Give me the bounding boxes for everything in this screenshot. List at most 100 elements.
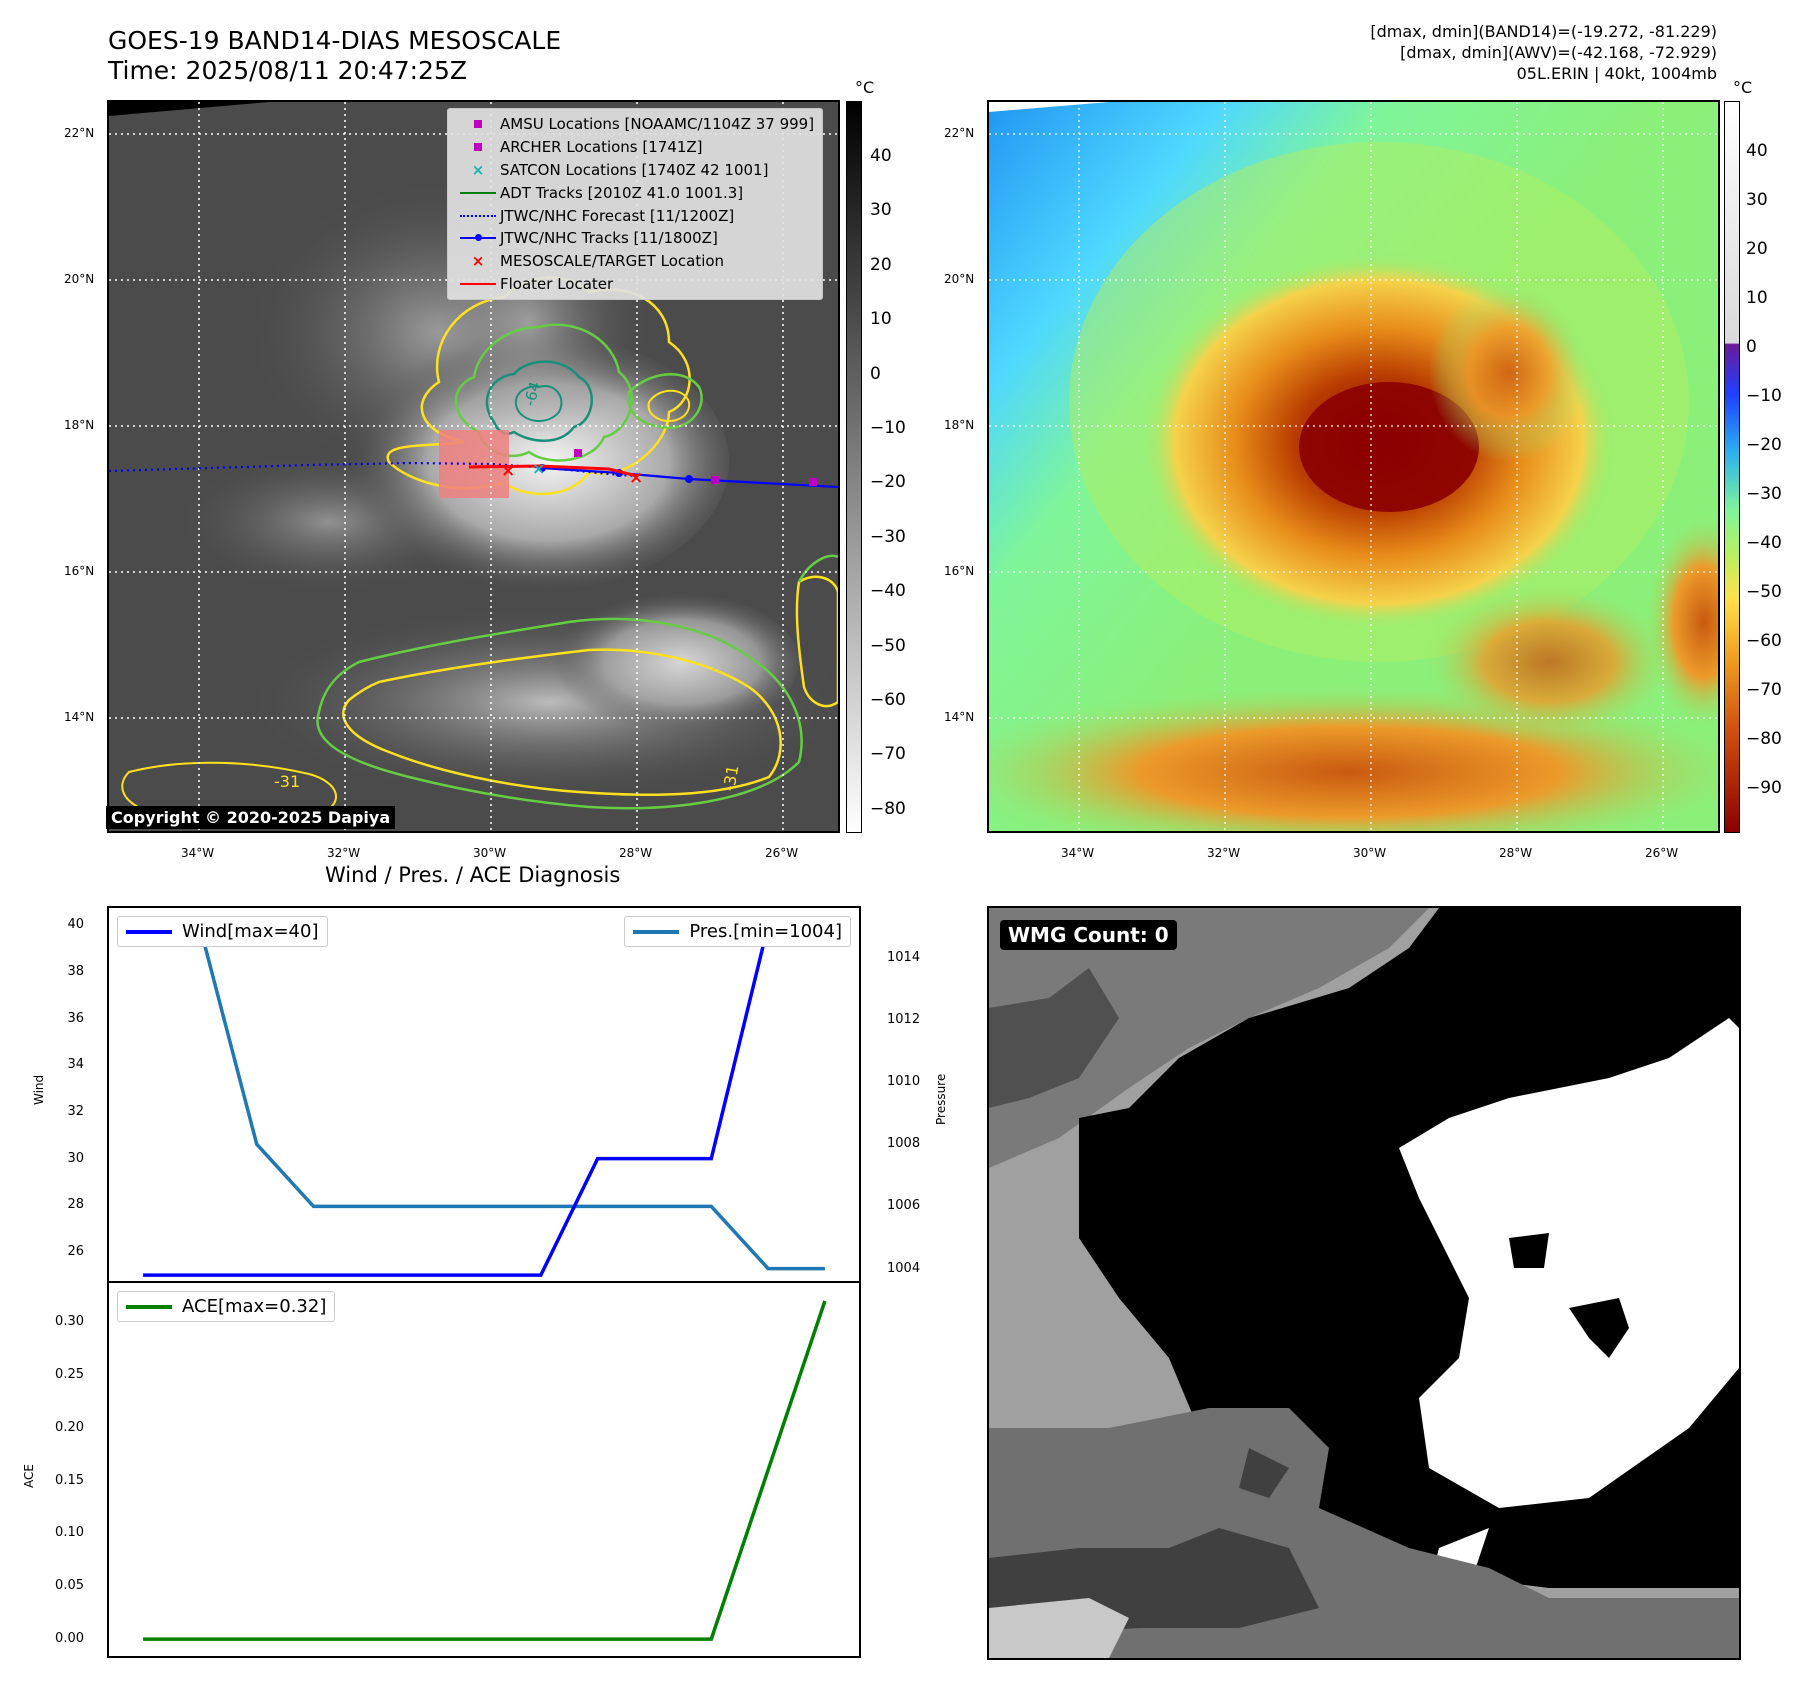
legend-floater: Floater Locater xyxy=(500,274,614,293)
tick-label: 20 xyxy=(1746,239,1768,259)
lat-label: 14°N xyxy=(64,710,95,724)
legend-archer: ARCHER Locations [1741Z] xyxy=(500,138,703,157)
axis-tick-label: 1014 xyxy=(887,949,921,965)
tick-label: −60 xyxy=(1746,631,1782,651)
contour-label: -31 xyxy=(274,772,300,791)
map-legend: AMSU Locations [NOAAMC/1104Z 37 999] ARC… xyxy=(447,108,824,301)
tick-label: −10 xyxy=(870,418,906,438)
tick-label: −40 xyxy=(1746,533,1782,553)
tick-label: −10 xyxy=(1746,386,1782,406)
contour-core xyxy=(514,385,563,422)
wind-legend: Wind[max=40] xyxy=(117,916,328,947)
best-track xyxy=(541,466,838,489)
axis-tick-label: 38 xyxy=(67,964,84,980)
axis-tick-label: 0.20 xyxy=(55,1419,84,1435)
axis-tick-label: 1012 xyxy=(887,1011,921,1027)
axis-tick-label: 0.30 xyxy=(55,1314,84,1330)
awv-gridlines xyxy=(989,102,1718,831)
tick-label: 10 xyxy=(870,309,892,330)
wind-pressure-panel: Wind[max=40] Pres.[min=1004] xyxy=(107,906,861,1283)
lon-label: 28°W xyxy=(1499,846,1533,860)
wind-axis-label: Wind xyxy=(32,1074,46,1105)
wind-line xyxy=(143,923,825,1277)
awv-map-svg xyxy=(989,102,1718,831)
archer-marker xyxy=(574,449,582,457)
tick-label: −50 xyxy=(1746,582,1782,602)
ace-panel: ACE[max=0.32] xyxy=(107,1281,861,1658)
tick-label: 30 xyxy=(870,200,892,221)
legend-target: MESOSCALE/TARGET Location xyxy=(500,252,725,271)
tick-label: −30 xyxy=(1746,484,1782,504)
pressure-legend-label: Pres.[min=1004] xyxy=(689,921,842,942)
stats-awv: [dmax, dmin](AWV)=(-42.168, -72.929) xyxy=(1400,43,1717,62)
lat-label: 16°N xyxy=(64,564,95,578)
axis-tick-label: 32 xyxy=(67,1103,84,1119)
contour-label-inner: -64 xyxy=(520,380,544,408)
amsu-marker xyxy=(711,476,719,484)
contour-outer xyxy=(386,276,691,496)
axis-tick-label: 26 xyxy=(67,1243,84,1259)
floater-track xyxy=(468,464,638,478)
wmg-svg xyxy=(989,908,1739,1658)
tick-label: −40 xyxy=(870,581,906,602)
storm-info: 05L.ERIN | 40kt, 1004mb xyxy=(1516,64,1717,83)
lat-label: 14°N xyxy=(944,710,975,724)
axis-tick-label: 0.10 xyxy=(55,1525,84,1541)
ace-line xyxy=(143,1300,827,1641)
tick-label: 40 xyxy=(1746,141,1768,161)
tick-label: −70 xyxy=(870,744,906,765)
lon-label: 26°W xyxy=(765,846,799,860)
lat-label: 22°N xyxy=(64,126,95,140)
lon-label: 30°W xyxy=(473,846,507,860)
axis-tick-label: 1008 xyxy=(887,1136,921,1152)
contour-south-green xyxy=(316,617,803,810)
tick-label: −30 xyxy=(870,526,906,547)
tick-label: −20 xyxy=(1746,435,1782,455)
axis-tick-label: 0.05 xyxy=(55,1578,84,1594)
axis-tick-label: 34 xyxy=(67,1057,84,1073)
lon-label: 28°W xyxy=(619,846,653,860)
wind-pressure-svg xyxy=(143,923,825,1277)
lat-label: 20°N xyxy=(64,272,95,286)
tick-label: 0 xyxy=(870,363,881,384)
tick-label: −80 xyxy=(1746,729,1782,749)
contour-south-yellow xyxy=(342,648,782,797)
wind-legend-label: Wind[max=40] xyxy=(182,921,319,942)
stats-band14: [dmax, dmin](BAND14)=(-19.272, -81.229) xyxy=(1370,22,1717,41)
legend-adt: ADT Tracks [2010Z 41.0 1001.3] xyxy=(500,183,744,202)
svg-text:-31: -31 xyxy=(719,764,742,793)
lon-label: 32°W xyxy=(1207,846,1241,860)
colorbar-color xyxy=(1724,101,1740,833)
axis-tick-label: 36 xyxy=(67,1010,84,1026)
axis-tick-label: 1006 xyxy=(887,1198,921,1214)
contour-mid xyxy=(454,323,634,462)
legend-tracks: JTWC/NHC Tracks [11/1800Z] xyxy=(500,229,718,248)
legend-satcon: SATCON Locations [1740Z 42 1001] xyxy=(500,160,769,179)
lat-label: 18°N xyxy=(944,418,975,432)
diag-title: Wind / Pres. / ACE Diagnosis xyxy=(325,863,621,887)
wmg-count-badge: WMG Count: 0 xyxy=(1000,920,1177,950)
lat-label: 20°N xyxy=(944,272,975,286)
axis-tick-label: 30 xyxy=(67,1150,84,1166)
axis-tick-label: 0.25 xyxy=(55,1366,84,1382)
lat-label: 16°N xyxy=(944,564,975,578)
tick-label: 10 xyxy=(1746,288,1768,308)
ace-legend: ACE[max=0.32] xyxy=(117,1291,336,1322)
tick-label: −70 xyxy=(1746,680,1782,700)
copyright: Copyright © 2020-2025 Dapiya xyxy=(106,806,396,829)
axis-tick-label: 0.15 xyxy=(55,1472,84,1488)
tick-label: −20 xyxy=(870,472,906,493)
chart-time: Time: 2025/08/11 20:47:25Z xyxy=(108,56,467,85)
contour-inner xyxy=(485,360,593,442)
pressure-axis-label: Pressure xyxy=(934,1073,948,1125)
awv-map-panel xyxy=(987,100,1720,833)
axis-tick-label: 1010 xyxy=(887,1074,921,1090)
wmg-panel xyxy=(987,906,1741,1660)
colorbar-color-unit: °C xyxy=(1733,78,1753,97)
ace-axis-label: ACE xyxy=(22,1464,36,1488)
lon-label: 34°W xyxy=(181,846,215,860)
pressure-legend: Pres.[min=1004] xyxy=(624,916,851,947)
lon-label: 34°W xyxy=(1061,846,1095,860)
ir-map-panel: -31 -31 -64 × × × AMSU Lo xyxy=(107,100,840,833)
tick-label: 30 xyxy=(1746,190,1768,210)
